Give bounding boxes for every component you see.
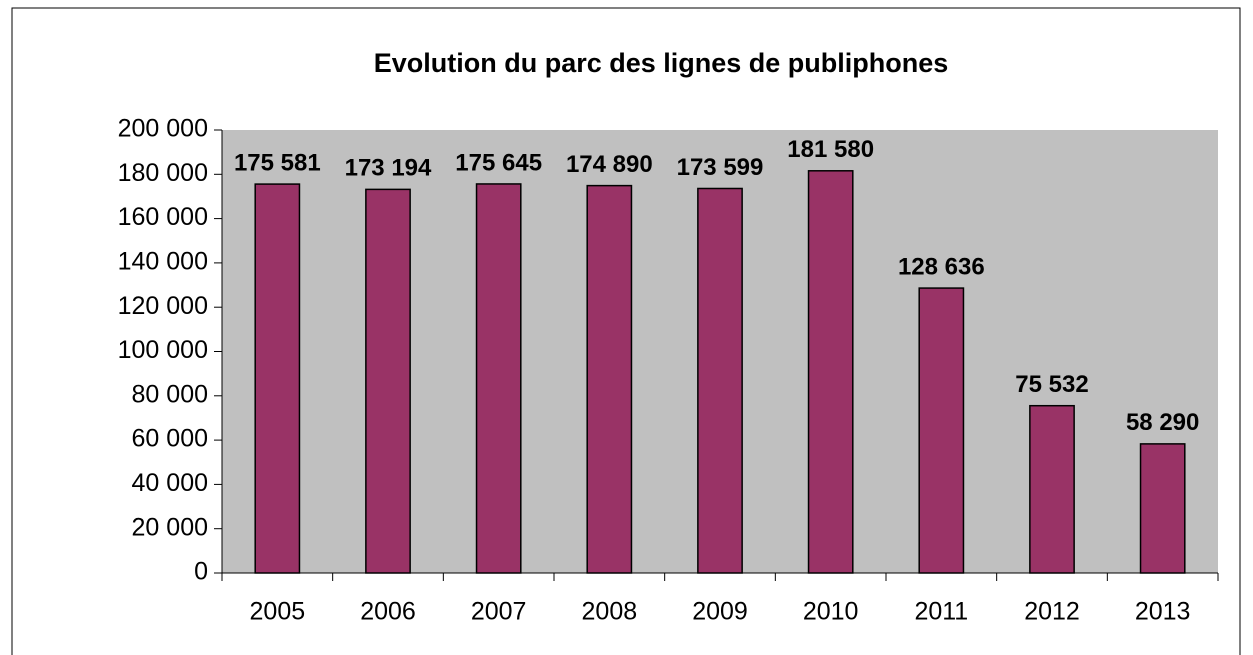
y-tick-label: 20 000 — [132, 513, 208, 541]
bar — [254, 183, 301, 574]
y-tick-label: 200 000 — [118, 115, 208, 143]
y-tick-label: 180 000 — [118, 159, 208, 187]
bar — [918, 287, 965, 574]
x-tick-label: 2010 — [803, 598, 859, 626]
bar — [586, 184, 633, 574]
value-label: 128 636 — [898, 253, 985, 280]
x-tick-label: 2013 — [1135, 598, 1191, 626]
value-label: 175 581 — [234, 149, 321, 176]
y-tick-label: 60 000 — [132, 425, 208, 453]
bar — [475, 183, 522, 574]
value-label: 75 532 — [1015, 371, 1088, 398]
x-tick-label: 2005 — [250, 598, 306, 626]
bar — [365, 188, 411, 574]
bar — [807, 170, 854, 574]
value-label: 175 645 — [455, 149, 542, 176]
value-label: 181 580 — [787, 136, 874, 163]
bar — [1139, 443, 1186, 574]
x-tick-label: 2008 — [582, 598, 638, 626]
bar — [697, 187, 743, 574]
value-label: 173 194 — [345, 155, 432, 182]
y-tick-label: 160 000 — [118, 203, 208, 231]
y-tick-label: 120 000 — [118, 292, 208, 320]
x-tick-label: 2011 — [914, 598, 968, 626]
y-tick-label: 0 — [194, 558, 208, 586]
x-tick-label: 2007 — [471, 598, 527, 626]
x-tick-label: 2009 — [692, 598, 748, 626]
value-label: 58 290 — [1126, 409, 1199, 436]
bar — [1029, 404, 1075, 574]
chart-title: Evolution du parc des lignes de publipho… — [374, 48, 949, 78]
x-tick-label: 2006 — [360, 598, 416, 626]
value-label: 174 890 — [566, 151, 653, 178]
y-tick-label: 140 000 — [118, 248, 208, 276]
y-tick-label: 40 000 — [132, 469, 208, 497]
y-tick-label: 80 000 — [132, 380, 208, 408]
value-label: 173 599 — [677, 154, 764, 181]
x-tick-label: 2012 — [1024, 598, 1080, 626]
y-tick-label: 100 000 — [118, 336, 208, 364]
